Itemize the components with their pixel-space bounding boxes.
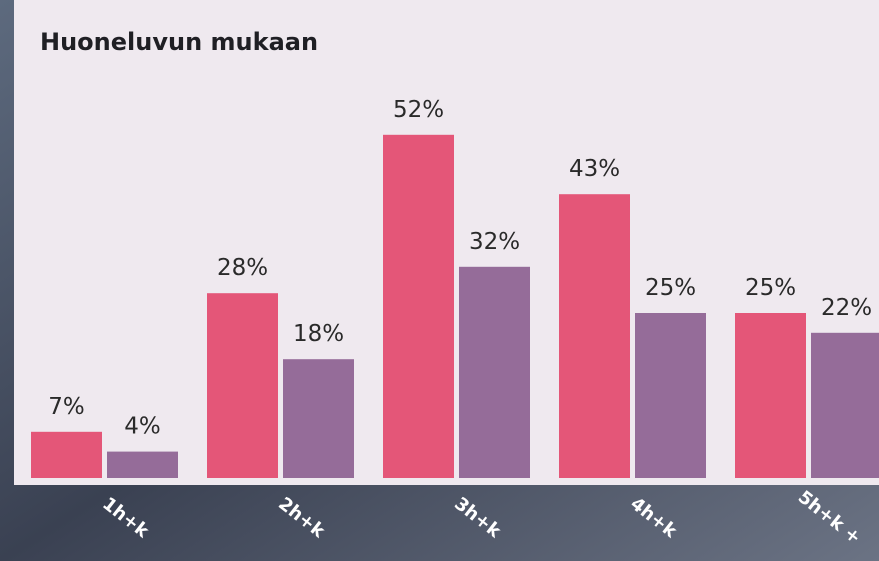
bar	[283, 359, 354, 478]
value-label: 25%	[745, 275, 796, 301]
value-label: 4%	[124, 414, 161, 440]
bar	[459, 266, 530, 478]
value-label: 28%	[217, 255, 268, 281]
bar	[107, 451, 178, 478]
bar	[207, 293, 278, 478]
bar	[31, 431, 102, 478]
value-label: 32%	[469, 229, 520, 255]
bar	[811, 332, 879, 478]
value-label: 7%	[48, 394, 85, 420]
value-label: 52%	[393, 97, 444, 123]
value-label: 25%	[645, 275, 696, 301]
bar	[383, 134, 454, 479]
bar	[735, 313, 806, 478]
bar	[635, 313, 706, 478]
value-label: 43%	[569, 156, 620, 182]
value-label: 18%	[293, 321, 344, 347]
bar	[559, 194, 630, 478]
chart-title: Huoneluvun mukaan	[40, 28, 318, 56]
value-label: 22%	[821, 295, 872, 321]
